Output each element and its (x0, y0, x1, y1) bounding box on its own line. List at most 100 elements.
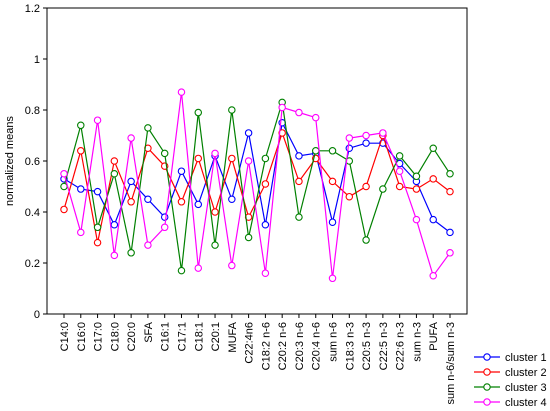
x-tick-label: C20:5 n-3 (361, 322, 373, 370)
data-point (93, 187, 102, 196)
y-tick-label: 0.4 (25, 207, 40, 219)
data-point (328, 177, 337, 186)
data-point (194, 108, 203, 117)
y-tick-label: 0 (34, 309, 40, 321)
data-point (77, 147, 85, 155)
data-point (194, 154, 203, 163)
data-point (295, 108, 303, 117)
data-point (261, 154, 270, 163)
x-tick-label: C18:3 n-3 (344, 322, 356, 370)
data-point (194, 264, 203, 272)
y-tick-label: 1.2 (25, 3, 40, 15)
data-point (93, 116, 102, 124)
legend-label: cluster 2 (505, 367, 547, 379)
data-point (446, 249, 454, 257)
data-point (362, 182, 370, 191)
data-point (93, 223, 102, 232)
x-tick-label: C20:4 n-6 (311, 322, 323, 370)
data-point (127, 134, 135, 142)
data-point (77, 121, 85, 130)
data-point (177, 198, 186, 206)
legend-marker (483, 383, 491, 391)
legend: cluster 1 cluster 2 cluster 3 cluster 4 (474, 352, 547, 409)
data-point (228, 106, 236, 114)
x-tick-label: C17:0 (93, 322, 105, 351)
data-point (328, 218, 337, 226)
x-tick-label: C18:2 n-6 (260, 322, 272, 370)
data-point (412, 215, 421, 224)
x-tick-label: sum n-3 (411, 322, 423, 362)
x-axis: C14:0 C16:0 C17:0 C18:0 C20:0 SFA C16:1 C17:1 C1… (59, 314, 457, 405)
series-1 (60, 119, 454, 237)
data-point (446, 187, 454, 196)
data-point (77, 228, 85, 237)
legend-label: cluster 3 (505, 382, 547, 394)
data-point (127, 198, 135, 206)
data-point (160, 223, 169, 232)
x-tick-label: C14:0 (59, 322, 71, 351)
legend-label: cluster 4 (505, 397, 547, 409)
series-line (63, 102, 451, 271)
data-point (311, 147, 320, 155)
x-tick-label: C16:0 (76, 322, 88, 351)
x-tick-label: MUFA (227, 321, 239, 352)
x-tick-label: C18:0 (109, 322, 121, 351)
data-point (345, 192, 354, 201)
x-tick-label: C22:4n6 (244, 322, 256, 364)
y-axis: 0 0.2 0.4 0.6 0.8 1 1.2 (25, 3, 47, 321)
data-point (261, 180, 270, 188)
data-point (429, 271, 437, 280)
legend-item: cluster 3 (474, 382, 547, 394)
data-point (228, 195, 236, 204)
data-point (77, 185, 85, 193)
data-point (446, 170, 454, 178)
data-point (429, 215, 437, 224)
data-point (228, 261, 236, 270)
data-point (395, 182, 404, 191)
data-point (211, 149, 219, 158)
y-tick-label: 0.2 (25, 258, 40, 270)
y-tick-label: 0.8 (25, 105, 40, 117)
series-line (63, 120, 451, 233)
data-point (278, 129, 286, 137)
data-point (144, 195, 152, 204)
data-point (379, 185, 387, 193)
data-point (412, 172, 421, 181)
data-point (278, 103, 286, 112)
series-3 (60, 98, 454, 275)
y-tick-label: 1 (34, 54, 40, 66)
data-point (144, 124, 152, 132)
data-point (295, 213, 303, 221)
legend-marker (483, 368, 491, 376)
y-axis-label: normalized means (4, 116, 16, 206)
x-tick-label: C20:2 n-6 (277, 322, 289, 370)
legend-item: cluster 1 (474, 352, 547, 364)
data-point (177, 88, 186, 96)
data-point (328, 147, 337, 155)
x-tick-label: C20:3 n-6 (294, 322, 306, 370)
x-tick-label: C20:1 (210, 322, 222, 351)
series-line (63, 92, 451, 279)
data-point (160, 149, 169, 158)
data-point (429, 175, 437, 183)
data-point (244, 157, 253, 165)
series-4 (60, 88, 454, 283)
data-point (127, 249, 135, 257)
y-tick-label: 0.6 (25, 156, 40, 168)
data-point (446, 228, 454, 237)
legend-item: cluster 4 (474, 397, 547, 409)
x-tick-label: C18:1 (193, 322, 205, 351)
data-point (110, 157, 119, 165)
data-point (261, 221, 270, 229)
legend-label: cluster 1 (505, 352, 547, 364)
data-point (311, 113, 320, 122)
data-point (429, 144, 437, 153)
data-point (60, 170, 68, 178)
data-point (295, 152, 303, 160)
data-point (362, 236, 370, 244)
data-point (412, 185, 421, 193)
x-tick-label: C20:0 (126, 322, 138, 351)
data-point (60, 182, 68, 191)
